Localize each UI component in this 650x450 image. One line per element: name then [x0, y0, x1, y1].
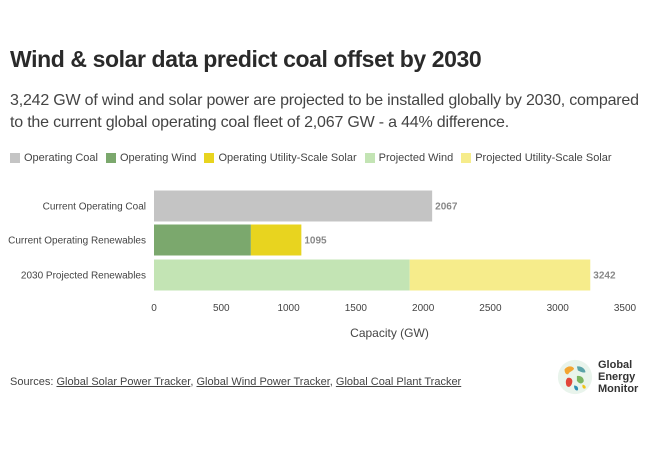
chart-title: Wind & solar data predict coal offset by… [10, 46, 482, 72]
legend-item-operating-coal: Operating Coal [10, 152, 98, 164]
category-label: 2030 Projected Renewables [21, 271, 146, 282]
legend-swatch [364, 153, 375, 163]
source-link-solar[interactable]: Global Solar Power Tracker [56, 376, 191, 388]
bar-total-label: 1095 [304, 236, 327, 247]
x-tick-label: 1500 [345, 303, 368, 314]
x-axis-title: Capacity (GW) [350, 326, 429, 340]
legend-item-projected-solar: Projected Utility-Scale Solar [461, 152, 612, 164]
bar-segment [154, 224, 251, 256]
legend-label: Projected Utility-Scale Solar [475, 152, 612, 164]
bar-total-label: 3242 [593, 271, 616, 282]
legend-swatch [204, 153, 215, 163]
x-tick-label: 3500 [614, 303, 637, 314]
bar-total-label: 2067 [435, 202, 458, 213]
stacked-bar-chart: Current Operating Coal 2067 Current Operat… [8, 190, 637, 340]
x-tick-label: 1000 [277, 303, 300, 314]
legend-label: Operating Utility-Scale Solar [218, 152, 357, 164]
chart-legend: Operating Coal Operating Wind Operating … [10, 150, 620, 166]
legend-swatch [461, 153, 472, 163]
gem-logo: Global Energy Monitor [556, 358, 638, 396]
logo-line: Global [598, 359, 633, 371]
logo-line: Energy [598, 371, 636, 383]
logo-line: Monitor [598, 383, 639, 395]
legend-item-operating-solar: Operating Utility-Scale Solar [204, 152, 357, 164]
chart-subtitle: 3,242 GW of wind and solar power are pro… [10, 92, 639, 131]
legend-item-projected-wind: Projected Wind [364, 152, 454, 164]
sources-prefix: Sources: [10, 376, 57, 388]
bar-segment [409, 259, 591, 291]
source-link-wind[interactable]: Global Wind Power Tracker [196, 376, 330, 388]
x-tick-label: 2000 [412, 303, 435, 314]
globe-icon [557, 359, 593, 395]
legend-swatch [106, 153, 116, 163]
legend-swatch [10, 153, 20, 163]
sources-separator: , [190, 376, 197, 388]
sources-separator: , [329, 376, 336, 388]
x-tick-label: 0 [151, 303, 157, 314]
category-label: Current Operating Coal [43, 202, 146, 213]
x-tick-label: 500 [213, 303, 230, 314]
sources-line: Sources: Global Solar Power Tracker, Glo… [10, 376, 461, 388]
category-label: Current Operating Renewables [8, 236, 146, 247]
legend-label: Projected Wind [378, 152, 454, 164]
bar-segment [154, 190, 433, 222]
legend-label: Operating Coal [24, 152, 98, 164]
bar-segment [250, 224, 302, 256]
legend-item-operating-wind: Operating Wind [106, 152, 196, 164]
legend-label: Operating Wind [120, 152, 197, 164]
x-tick-label: 3000 [547, 303, 570, 314]
bar-segment [154, 259, 410, 291]
source-link-coal[interactable]: Global Coal Plant Tracker [335, 376, 462, 388]
x-tick-label: 2500 [479, 303, 502, 314]
logo-wordmark: Global Energy Monitor [598, 359, 638, 395]
